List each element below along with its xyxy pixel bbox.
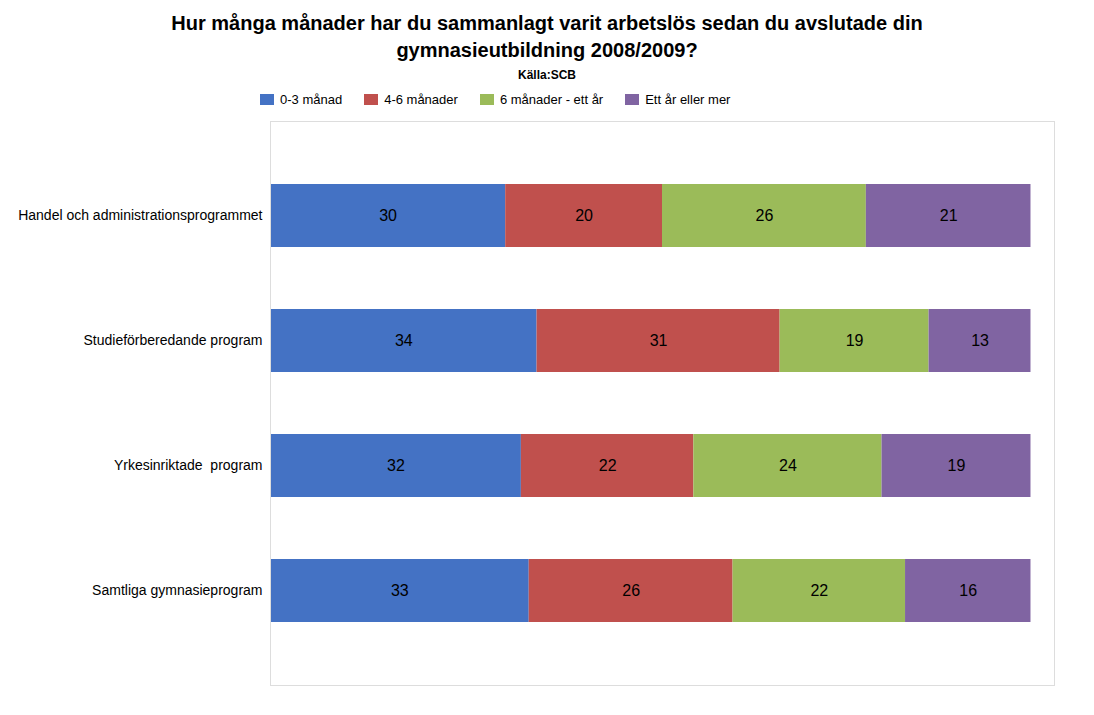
svg-text:Samtliga gymnasieprogram: Samtliga gymnasieprogram (92, 582, 262, 598)
svg-text:13: 13 (971, 332, 989, 349)
svg-text:26: 26 (756, 207, 774, 224)
svg-text:Yrkesinriktade program: Yrkesinriktade program (114, 457, 263, 473)
html-text:4-6 månader: 4-6 månader (384, 92, 458, 107)
svg-text:Handel och administrationsprog: Handel och administrationsprogrammet (18, 207, 262, 223)
svg-text:33: 33 (391, 582, 409, 599)
svg-text:34: 34 (395, 332, 413, 349)
svg-text:22: 22 (599, 457, 617, 474)
svg-text:20: 20 (575, 207, 593, 224)
html-text:0-3 månad: 0-3 månad (280, 92, 343, 107)
html-text:Hur många månader har du samma: Hur många månader har du sammanlagt vari… (171, 12, 923, 61)
svg-text:19: 19 (948, 457, 966, 474)
svg-text:32: 32 (387, 457, 405, 474)
svg-text:24: 24 (779, 457, 797, 474)
html-text:Ett år eller mer: Ett år eller mer (645, 92, 731, 107)
html-text:6 månader - ett år: 6 månader - ett år (499, 92, 604, 107)
html-text:Källa:SCB: Källa:SCB (518, 68, 576, 82)
svg-text:21: 21 (940, 207, 958, 224)
svg-text:22: 22 (810, 582, 828, 599)
svg-text:Studieförberedande program: Studieförberedande program (83, 332, 262, 348)
svg-text:16: 16 (959, 582, 977, 599)
svg-text:26: 26 (622, 582, 640, 599)
svg-text:30: 30 (379, 207, 397, 224)
svg-text:19: 19 (846, 332, 864, 349)
svg-text:31: 31 (650, 332, 668, 349)
